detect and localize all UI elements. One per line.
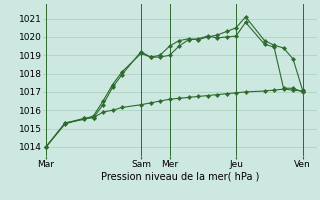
X-axis label: Pression niveau de la mer( hPa ): Pression niveau de la mer( hPa ) — [101, 172, 259, 182]
